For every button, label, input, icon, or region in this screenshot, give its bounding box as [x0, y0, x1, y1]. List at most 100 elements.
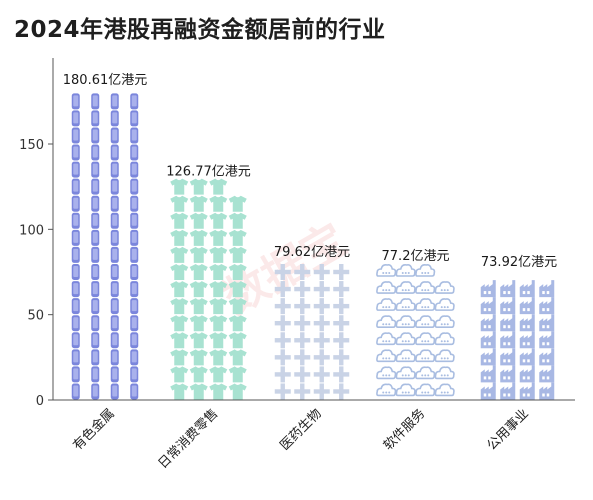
- tshirt-icon: [209, 281, 228, 298]
- tshirt-icon: [209, 246, 228, 263]
- cross-icon: [313, 315, 330, 332]
- phone-icon: [71, 195, 80, 212]
- phone-icon: [130, 212, 139, 229]
- factory-icon: [500, 280, 516, 298]
- tshirt-icon: [170, 383, 189, 400]
- y-tick-label: 100: [19, 223, 44, 238]
- factory-icon: [539, 348, 555, 366]
- cross-icon: [274, 366, 291, 383]
- phone-icon: [110, 332, 119, 349]
- tshirt-icon: [170, 298, 189, 315]
- tshirt-icon: [209, 332, 228, 349]
- factory-icon: [480, 314, 496, 332]
- phone-icon: [91, 127, 100, 144]
- tshirt-icon: [189, 229, 208, 246]
- phone-icon: [71, 110, 80, 127]
- cloud-icon: [395, 383, 416, 397]
- y-tick-label: 0: [36, 394, 44, 409]
- bars: [71, 93, 555, 400]
- phone-icon: [91, 93, 100, 110]
- cloud-icon: [395, 281, 416, 294]
- cross-icon: [294, 281, 311, 298]
- cloud-icon: [415, 366, 436, 380]
- factory-icon: [480, 382, 496, 400]
- phone-icon: [130, 298, 139, 315]
- factory-icon: [539, 365, 555, 383]
- phone-icon: [91, 212, 100, 229]
- factory-icon: [500, 297, 516, 315]
- phone-icon: [130, 349, 139, 366]
- cloud-icon: [415, 383, 436, 397]
- cross-icon: [333, 281, 350, 298]
- phone-icon: [110, 298, 119, 315]
- tshirt-icon: [209, 298, 228, 315]
- cross-icon: [313, 349, 330, 366]
- tshirt-icon: [189, 178, 208, 195]
- tshirt-icon: [170, 229, 189, 246]
- x-tick-label: 软件服务: [380, 406, 428, 454]
- cross-icon: [333, 298, 350, 315]
- cloud-icon: [415, 264, 436, 277]
- x-tick-label: 医药生物: [277, 406, 324, 453]
- phone-icon: [130, 281, 139, 298]
- phone-icon: [71, 315, 80, 332]
- phone-icon: [71, 93, 80, 110]
- cloud-icon: [395, 264, 416, 277]
- phone-icon: [110, 315, 119, 332]
- tshirt-icon: [170, 349, 189, 366]
- cross-icon: [313, 383, 330, 400]
- cross-icon: [294, 332, 311, 349]
- tshirt-icon: [189, 264, 208, 280]
- factory-icon: [539, 331, 555, 349]
- cloud-icon: [376, 298, 397, 311]
- x-tick-label: 公用事业: [484, 406, 531, 453]
- phone-icon: [110, 264, 119, 280]
- phone-icon: [130, 161, 139, 178]
- data-label: 180.61亿港元: [63, 73, 148, 88]
- cloud-icon: [395, 315, 416, 328]
- cross-icon: [274, 264, 291, 280]
- phone-icon: [91, 315, 100, 332]
- cross-icon: [294, 264, 311, 280]
- data-label: 79.62亿港元: [274, 245, 350, 260]
- phone-icon: [91, 229, 100, 246]
- phone-icon: [71, 383, 80, 400]
- y-tick-label: 150: [19, 138, 44, 153]
- cross-icon: [333, 315, 350, 332]
- tshirt-icon: [189, 281, 208, 298]
- cloud-icon: [415, 349, 436, 363]
- tshirt-icon: [228, 315, 247, 332]
- cross-icon: [313, 332, 330, 349]
- factory-icon: [539, 280, 555, 298]
- phone-icon: [71, 144, 80, 161]
- tshirt-icon: [228, 246, 247, 263]
- factory-icon: [519, 382, 535, 400]
- tshirt-icon: [209, 212, 228, 229]
- factory-icon: [500, 314, 516, 332]
- data-label: 126.77亿港元: [166, 165, 251, 180]
- phone-icon: [110, 383, 119, 400]
- phone-icon: [91, 349, 100, 366]
- factory-icon: [519, 331, 535, 349]
- factory-icon: [519, 314, 535, 332]
- phone-icon: [130, 127, 139, 144]
- bar-医药生物: [274, 264, 350, 400]
- tshirt-icon: [209, 349, 228, 366]
- phone-icon: [130, 110, 139, 127]
- phone-icon: [110, 246, 119, 263]
- data-label: 73.92亿港元: [481, 255, 557, 270]
- cross-icon: [333, 349, 350, 366]
- phone-icon: [130, 195, 139, 212]
- phone-icon: [130, 229, 139, 246]
- cloud-icon: [415, 315, 436, 328]
- tshirt-icon: [228, 229, 247, 246]
- phone-icon: [130, 178, 139, 195]
- cross-icon: [274, 383, 291, 400]
- tshirt-icon: [170, 178, 189, 195]
- tshirt-icon: [170, 315, 189, 332]
- factory-icon: [480, 297, 496, 315]
- phone-icon: [71, 229, 80, 246]
- tshirt-icon: [228, 264, 247, 280]
- phone-icon: [110, 349, 119, 366]
